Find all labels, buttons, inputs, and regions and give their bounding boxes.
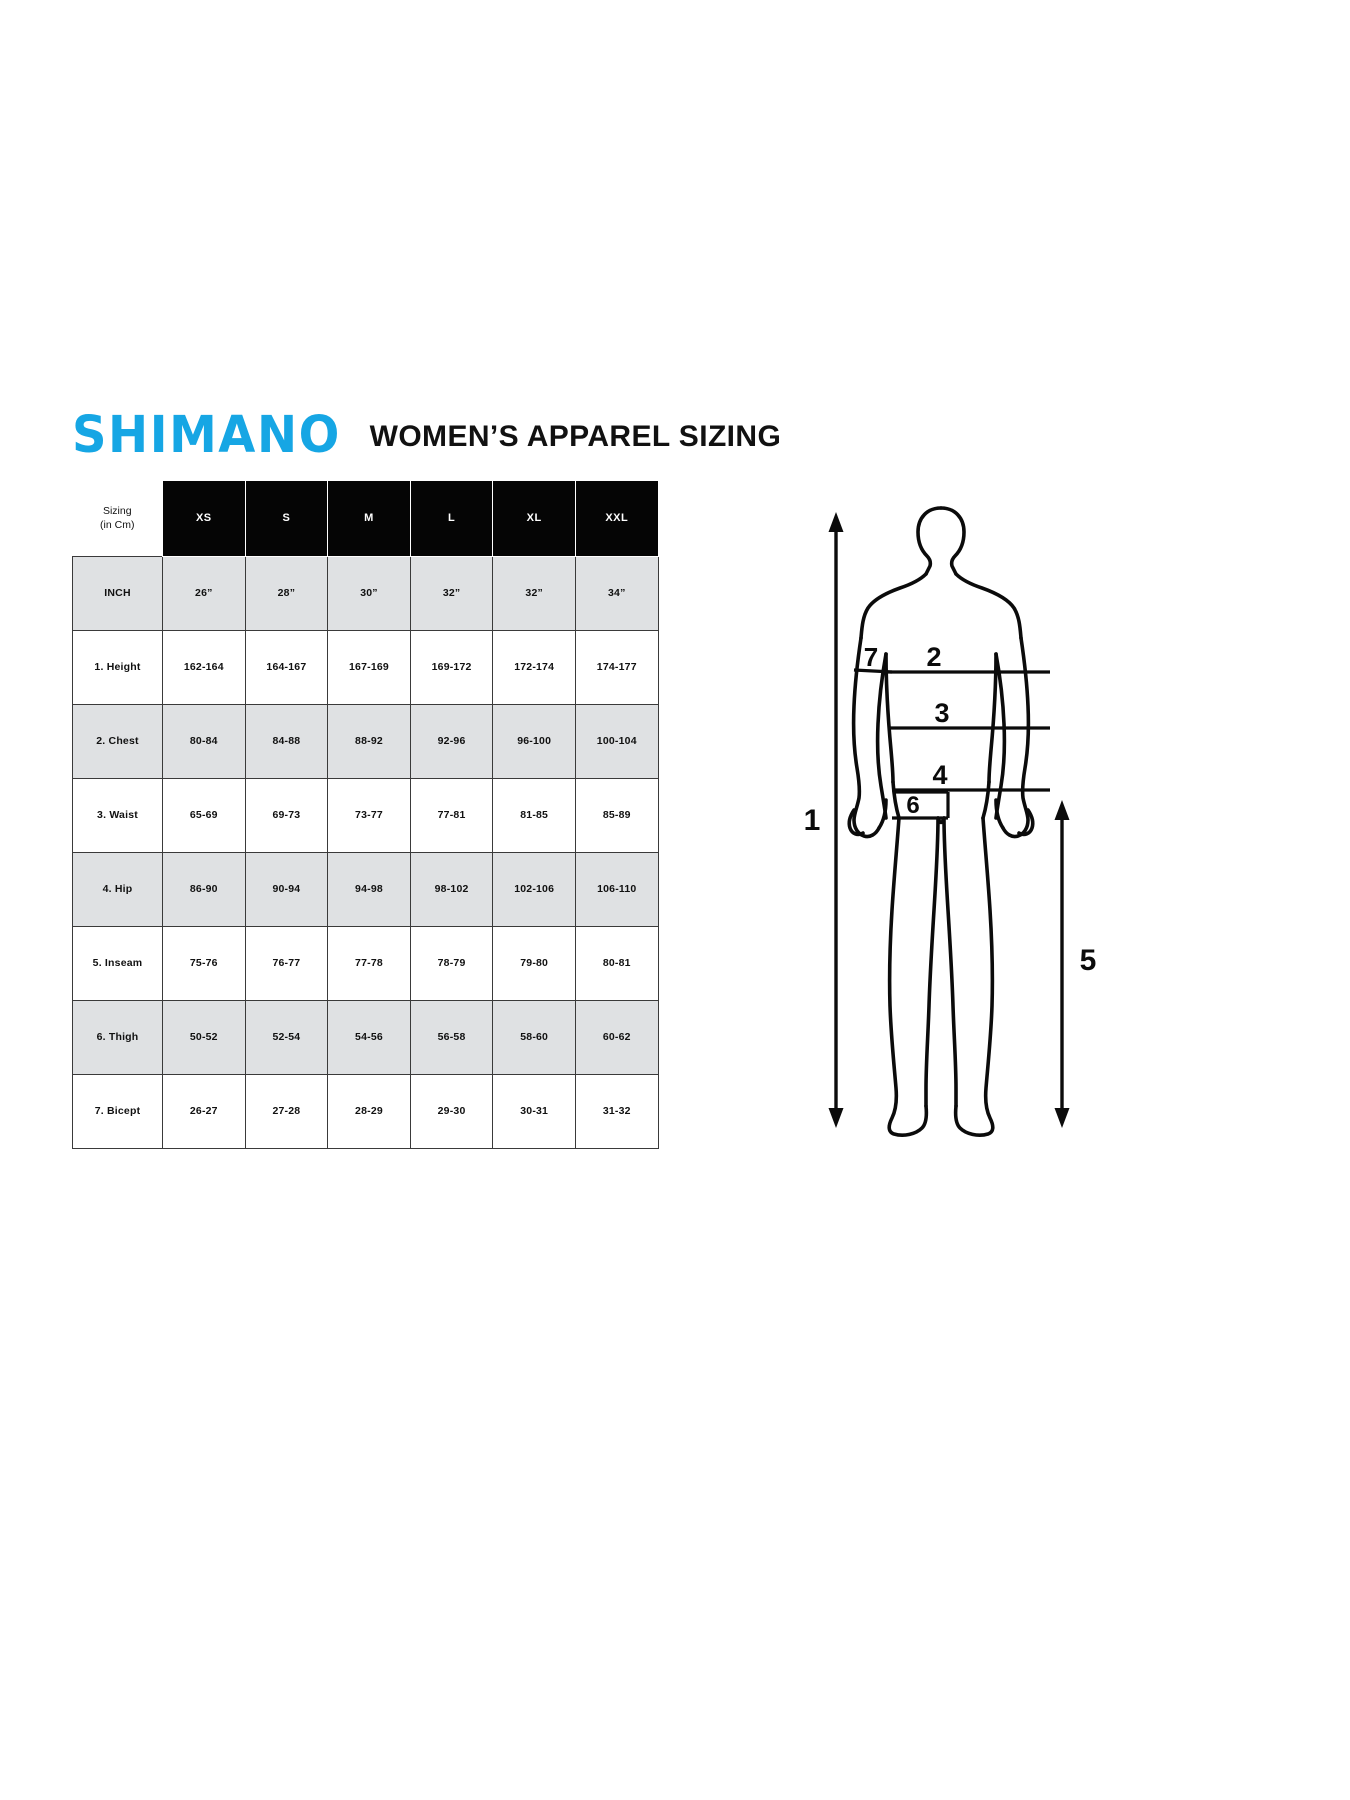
column-header-s: S: [244, 481, 329, 557]
callout-chest: 2: [926, 642, 941, 672]
column-header-m: M: [327, 481, 411, 557]
column-header-xl: XL: [492, 481, 576, 557]
cell: 98-102: [409, 851, 494, 927]
cell: 31-32: [574, 1073, 659, 1149]
callout-bicept: 7: [864, 642, 878, 672]
cell: 80-81: [574, 925, 659, 1001]
cell: 79-80: [492, 925, 576, 1001]
cell: 30”: [327, 555, 411, 631]
cell: 162-164: [162, 629, 246, 705]
cell: 80-84: [162, 703, 246, 779]
cell: 28-29: [327, 1073, 411, 1149]
column-header-xs: XS: [162, 481, 246, 557]
table-row: INCH 26” 28” 30” 32” 32” 34”: [72, 555, 659, 631]
cell: 164-167: [244, 629, 329, 705]
row-label: 5. Inseam: [72, 925, 163, 1001]
cell: 54-56: [327, 999, 411, 1075]
table-row: 2. Chest 80-84 84-88 88-92 92-96 96-100 …: [72, 703, 659, 779]
cell: 77-81: [409, 777, 494, 853]
cell: 69-73: [244, 777, 329, 853]
table-row: 7. Bicept 26-27 27-28 28-29 29-30 30-31 …: [72, 1073, 659, 1149]
table-row: 3. Waist 65-69 69-73 73-77 77-81 81-85 8…: [72, 777, 659, 853]
row-label: 3. Waist: [72, 777, 163, 853]
shimano-logo: SHIMANO: [72, 405, 341, 465]
human-body-outline: [847, 506, 1035, 1137]
cell: 96-100: [492, 703, 576, 779]
cell: 34”: [574, 555, 659, 631]
callout-waist: 3: [934, 698, 949, 728]
cell: 84-88: [244, 703, 329, 779]
table-row: 4. Hip 86-90 90-94 94-98 98-102 102-106 …: [72, 851, 659, 927]
corner-label-line2: (in Cm): [100, 519, 135, 532]
cell: 172-174: [492, 629, 576, 705]
cell: 32”: [409, 555, 494, 631]
cell: 90-94: [244, 851, 329, 927]
row-label: 1. Height: [72, 629, 163, 705]
table-body: INCH 26” 28” 30” 32” 32” 34” 1. Height 1…: [72, 555, 659, 1149]
cell: 28”: [244, 555, 329, 631]
cell: 81-85: [492, 777, 576, 853]
corner-label-line1: Sizing: [102, 505, 132, 518]
body-diagram-svg: 1 2 3 4 5 6 7: [804, 506, 1097, 1137]
cell: 75-76: [162, 925, 246, 1001]
cell: 60-62: [574, 999, 659, 1075]
cell: 73-77: [327, 777, 411, 853]
body-measurement-figure: 1 2 3 4 5 6 7: [800, 500, 1100, 1140]
cell: 30-31: [492, 1073, 576, 1149]
cell: 56-58: [409, 999, 494, 1075]
callout-thigh: 6: [906, 792, 919, 819]
cell: 50-52: [162, 999, 246, 1075]
sizing-table: Sizing (in Cm) XS S M L XL XXL INCH 26” …: [72, 481, 659, 1149]
cell: 26”: [162, 555, 246, 631]
table-row: 6. Thigh 50-52 52-54 54-56 56-58 58-60 6…: [72, 999, 659, 1075]
table-header-row: Sizing (in Cm) XS S M L XL XXL: [72, 481, 659, 557]
cell: 26-27: [162, 1073, 246, 1149]
column-header-l: L: [409, 481, 494, 557]
row-label: 7. Bicept: [72, 1073, 163, 1149]
cell: 92-96: [409, 703, 494, 779]
cell: 58-60: [492, 999, 576, 1075]
cell: 167-169: [327, 629, 411, 705]
callout-hip: 4: [932, 760, 947, 790]
cell: 32”: [492, 555, 576, 631]
cell: 88-92: [327, 703, 411, 779]
table-row: 5. Inseam 75-76 76-77 77-78 78-79 79-80 …: [72, 925, 659, 1001]
cell: 94-98: [327, 851, 411, 927]
cell: 174-177: [574, 629, 659, 705]
table-corner-label: Sizing (in Cm): [72, 481, 163, 556]
cell: 106-110: [574, 851, 659, 927]
table-header: Sizing (in Cm) XS S M L XL XXL: [72, 481, 659, 557]
cell: 27-28: [244, 1073, 329, 1149]
row-label: 4. Hip: [72, 851, 163, 927]
cell: 100-104: [574, 703, 659, 779]
column-header-xxl: XXL: [574, 481, 659, 557]
inseam-arrow: [1054, 800, 1070, 1128]
cell: 86-90: [162, 851, 246, 927]
cell: 102-106: [492, 851, 576, 927]
bicept-measure-line: [853, 668, 893, 674]
row-label: INCH: [72, 555, 163, 631]
page-header: SHIMANO WOMEN’S APPAREL SIZING: [72, 404, 852, 466]
cell: 85-89: [574, 777, 659, 853]
row-label: 2. Chest: [72, 703, 163, 779]
cell: 65-69: [162, 777, 246, 853]
callout-height: 1: [804, 804, 821, 837]
measurement-lines: [853, 668, 1050, 820]
cell: 169-172: [409, 629, 494, 705]
cell: 76-77: [244, 925, 329, 1001]
cell: 29-30: [409, 1073, 494, 1149]
table-row: 1. Height 162-164 164-167 167-169 169-17…: [72, 629, 659, 705]
cell: 52-54: [244, 999, 329, 1075]
callout-inseam: 5: [1080, 944, 1097, 977]
cell: 77-78: [327, 925, 411, 1001]
row-label: 6. Thigh: [72, 999, 163, 1075]
page-title: WOMEN’S APPAREL SIZING: [369, 420, 782, 453]
height-arrow: [828, 512, 844, 1128]
cell: 78-79: [409, 925, 494, 1001]
